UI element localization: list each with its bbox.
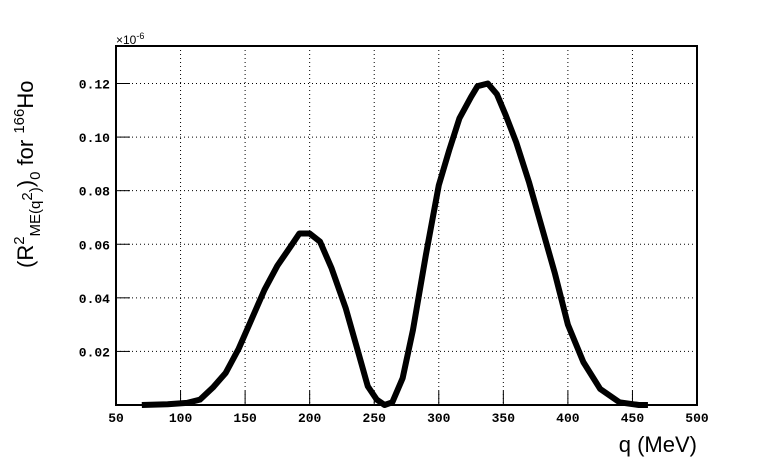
y-tick-label: 0.06	[79, 238, 110, 253]
x-tick-label: 300	[427, 411, 451, 426]
x-tick-label: 200	[298, 411, 322, 426]
y-scale-exponent: -6	[136, 31, 144, 41]
y-axis-title-part: Ho	[13, 81, 38, 109]
y-axis-title-part: 166	[11, 109, 28, 134]
x-tick-label: 500	[685, 411, 709, 426]
y-axis-title-part: )	[27, 187, 44, 192]
x-tick-label: 250	[363, 411, 387, 426]
x-axis-title: q (MeV)	[619, 432, 697, 457]
y-axis-title-part: 2	[19, 192, 36, 200]
y-axis-title-part: (R	[13, 245, 38, 268]
x-tick-label: 400	[556, 411, 580, 426]
y-axis-title-part: for	[13, 134, 38, 172]
y-tick-label: 0.10	[79, 131, 110, 146]
x-tick-label: 100	[169, 411, 193, 426]
x-tick-label: 450	[621, 411, 645, 426]
y-axis-title: (R2ME(q2))0 for 166Ho	[11, 81, 44, 268]
y-tick-label: 0.08	[79, 185, 110, 200]
y-scale-label: ×10-6	[116, 31, 144, 47]
y-tick-label: 0.12	[79, 78, 110, 93]
y-tick-label: 0.02	[79, 345, 110, 360]
y-axis-title-part: 0	[27, 172, 44, 180]
plot-frame	[115, 45, 698, 406]
y-axis-title-part: 2	[11, 236, 28, 244]
y-scale-base: ×10	[116, 33, 137, 47]
y-axis-title-part: ME(q	[27, 201, 44, 237]
y-tick-label: 0.04	[79, 292, 110, 307]
data-line	[141, 80, 648, 408]
x-tick-label: 50	[108, 411, 124, 426]
x-tick-label: 350	[492, 411, 516, 426]
x-tick-label: 150	[233, 411, 257, 426]
y-axis-title-part: )	[13, 180, 38, 187]
